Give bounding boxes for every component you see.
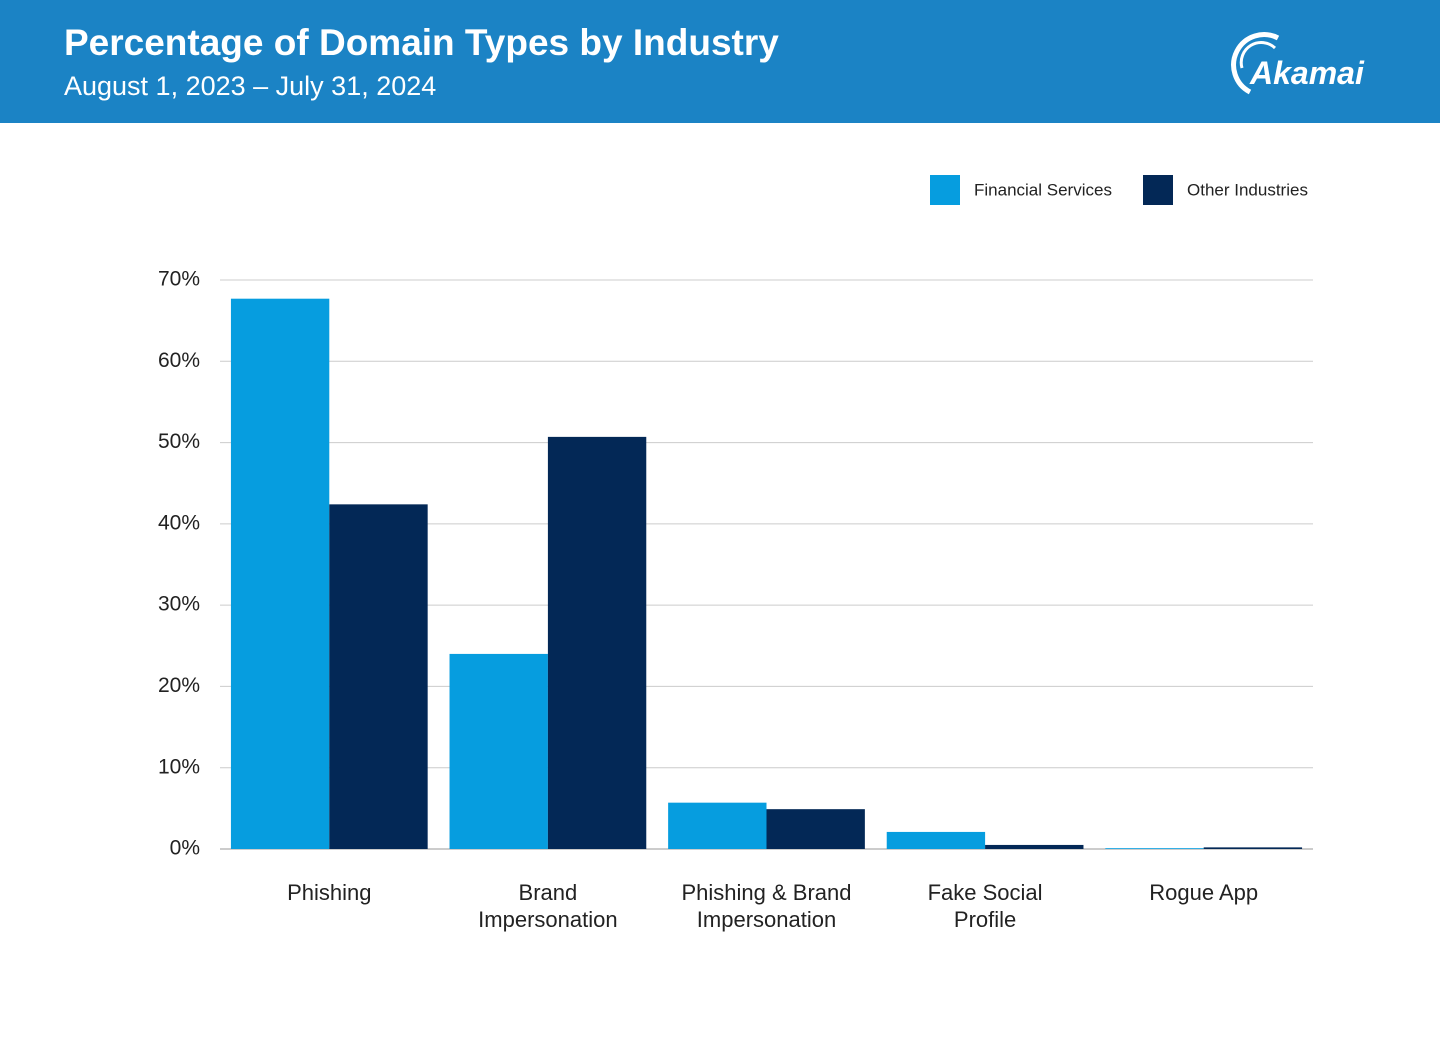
x-tick-label: Fake Social Profile: [927, 880, 1043, 932]
chart-title: Percentage of Domain Types by Industry: [64, 22, 779, 63]
header: Percentage of Domain Types by Industry A…: [0, 0, 1440, 123]
bar: [329, 504, 428, 849]
y-tick-label: 60%: [158, 349, 200, 372]
bar: [449, 653, 548, 849]
legend-label: Other Industries: [1187, 180, 1308, 199]
logo-arc: [1231, 32, 1280, 95]
bar: [668, 802, 767, 849]
bar: [230, 298, 330, 850]
y-tick-label: 70%: [158, 268, 200, 291]
y-tick-label: 0%: [170, 837, 200, 860]
bar: [1105, 848, 1204, 849]
y-tick-label: 20%: [158, 674, 200, 697]
x-tick-label: Phishing: [287, 880, 372, 905]
bar: [547, 436, 647, 849]
legend-label: Financial Services: [974, 180, 1112, 199]
legend-swatch: [930, 175, 960, 205]
bar: [886, 831, 986, 849]
chart-subtitle: August 1, 2023 – July 31, 2024: [64, 71, 437, 101]
bar: [985, 844, 1084, 849]
y-tick-label: 10%: [158, 755, 200, 778]
bar: [766, 809, 865, 849]
bar: [1203, 847, 1303, 849]
y-tick-label: 30%: [158, 593, 200, 616]
x-tick-label: Phishing & Brand Impersonation: [681, 880, 852, 932]
logo: Akamai: [1250, 55, 1364, 91]
x-tick-label: Rogue App: [1149, 880, 1259, 905]
x-tick-label: Brand Impersonation: [478, 880, 618, 932]
legend-swatch: [1143, 175, 1173, 205]
y-tick-label: 50%: [158, 430, 200, 453]
y-tick-label: 40%: [158, 511, 200, 534]
